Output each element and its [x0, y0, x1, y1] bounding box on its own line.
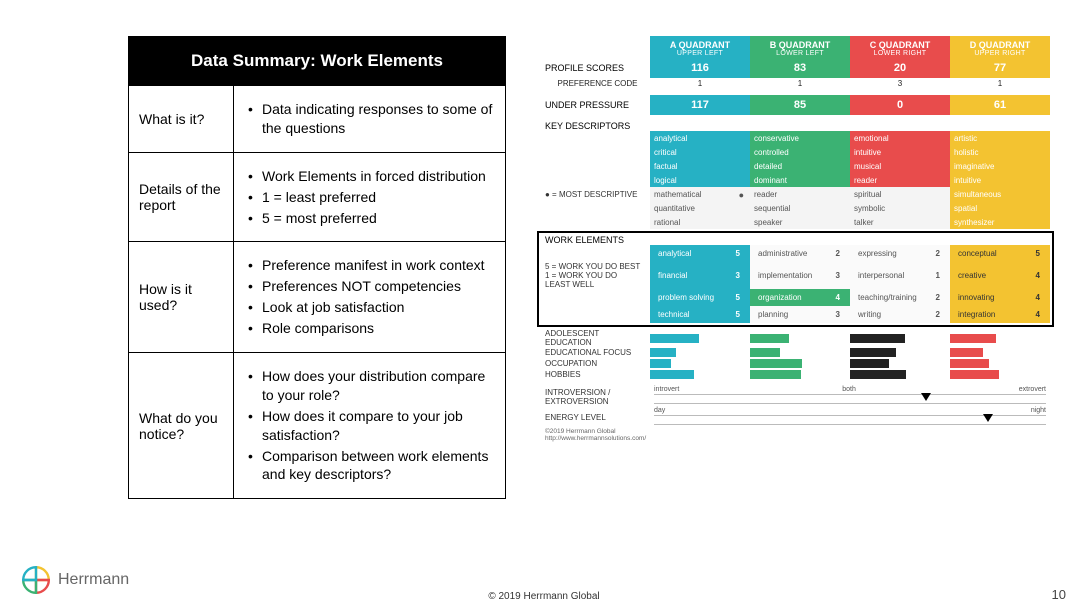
work-element-cell: financial3 [650, 262, 750, 289]
summary-row-body: How does your distribution compare to yo… [234, 353, 506, 499]
descriptor-cell: controlled [750, 145, 850, 159]
summary-bullet: Comparison between work elements and key… [252, 447, 495, 485]
summary-row-label: Details of the report [129, 152, 234, 242]
summary-bullet: Preferences NOT competencies [252, 277, 495, 296]
descriptor-cell: symbolic [850, 201, 950, 215]
work-element-cell: analytical5 [650, 245, 750, 262]
work-element-cell: teaching/training2 [850, 289, 950, 306]
summary-row: What is it? Data indicating responses to … [129, 86, 506, 153]
summary-bullet: Data indicating responses to some of the… [252, 100, 495, 138]
work-element-cell: conceptual5 [950, 245, 1050, 262]
descriptor-cell: spiritual [850, 187, 950, 201]
summary-table: Data Summary: Work Elements What is it?D… [128, 36, 506, 499]
summary-row: How is it used?Preference manifest in wo… [129, 242, 506, 353]
summary-row-body: Data indicating responses to some of the… [234, 86, 506, 153]
summary-row-body: Work Elements in forced distribution 1 = … [234, 152, 506, 242]
descriptor-cell: dominant [750, 173, 850, 187]
footer-copyright: © 2019 Herrmann Global [0, 591, 1088, 602]
descriptor-cell: musical [850, 159, 950, 173]
summary-bullet: 5 = most preferred [252, 209, 495, 228]
summary-row-body: Preference manifest in work context Prefe… [234, 242, 506, 353]
summary-row: What do you notice? How does your distrib… [129, 353, 506, 499]
descriptor-cell: simultaneous [950, 187, 1050, 201]
summary-bullet: 1 = least preferred [252, 188, 495, 207]
summary-bullet: Work Elements in forced distribution [252, 167, 495, 186]
descriptor-cell: intuitive [950, 173, 1050, 187]
work-element-cell: technical5 [650, 306, 750, 323]
descriptor-cell: artistic [950, 131, 1050, 145]
work-element-cell: expressing2 [850, 245, 950, 262]
logo-text: Herrmann [58, 571, 129, 589]
summary-row-label: What is it? [129, 86, 234, 153]
descriptor-cell: reader [850, 173, 950, 187]
descriptor-cell: factual [650, 159, 750, 173]
descriptor-cell: speaker [750, 215, 850, 229]
work-element-cell: writing2 [850, 306, 950, 323]
profile-table: A QUADRANTUPPER LEFTB QUADRANTLOWER LEFT… [545, 36, 1050, 442]
work-element-cell: interpersonal1 [850, 262, 950, 289]
summary-bullet: How does it compare to your job satisfac… [252, 407, 495, 445]
descriptor-cell: emotional [850, 131, 950, 145]
descriptor-cell: imaginative [950, 159, 1050, 173]
profile-panel: A QUADRANTUPPER LEFTB QUADRANTLOWER LEFT… [545, 36, 1050, 442]
work-element-cell: problem solving5 [650, 289, 750, 306]
descriptor-cell: quantitative [650, 201, 750, 215]
work-element-cell: implementation3 [750, 262, 850, 289]
summary-bullet: How does your distribution compare to yo… [252, 367, 495, 405]
page-number: 10 [1052, 587, 1066, 602]
summary-row: Details of the reportWork Elements in fo… [129, 152, 506, 242]
summary-bullet: Preference manifest in work context [252, 256, 495, 275]
work-element-cell: innovating4 [950, 289, 1050, 306]
descriptor-cell: sequential [750, 201, 850, 215]
descriptor-cell: detailed [750, 159, 850, 173]
descriptor-cell: analytical [650, 131, 750, 145]
descriptor-cell: conservative [750, 131, 850, 145]
descriptor-cell: reader [750, 187, 850, 201]
summary-title: Data Summary: Work Elements [129, 37, 506, 86]
summary-row-label: What do you notice? [129, 353, 234, 499]
descriptor-cell: holistic [950, 145, 1050, 159]
descriptor-cell: synthesizer [950, 215, 1050, 229]
work-element-cell: integration4 [950, 306, 1050, 323]
descriptor-cell: logical [650, 173, 750, 187]
descriptor-cell: intuitive [850, 145, 950, 159]
descriptor-cell: mathematical● [650, 187, 750, 201]
summary-row-label: How is it used? [129, 242, 234, 353]
descriptor-cell: talker [850, 215, 950, 229]
work-element-cell: planning3 [750, 306, 850, 323]
descriptor-cell: critical [650, 145, 750, 159]
work-element-cell: organization4 [750, 289, 850, 306]
work-element-cell: administrative2 [750, 245, 850, 262]
descriptor-cell: spatial [950, 201, 1050, 215]
slide: { "summary": { "title": "Data Summary: W… [0, 0, 1088, 612]
summary-bullet: Role comparisons [252, 319, 495, 338]
work-element-cell: creative4 [950, 262, 1050, 289]
summary-bullet: Look at job satisfaction [252, 298, 495, 317]
descriptor-cell: rational [650, 215, 750, 229]
